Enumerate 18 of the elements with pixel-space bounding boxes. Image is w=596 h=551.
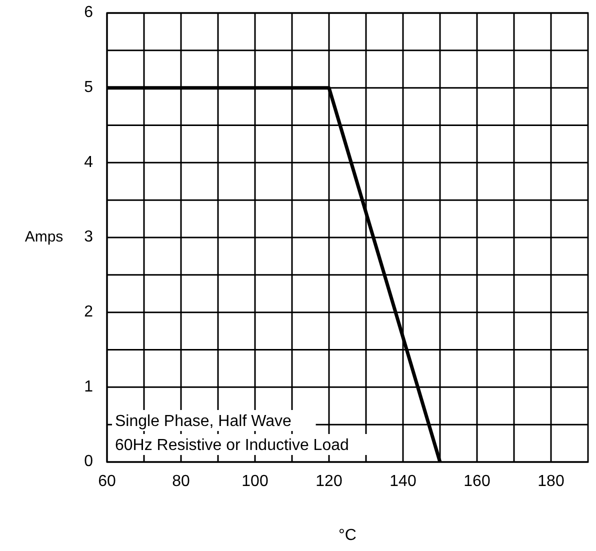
y-tick-label: 6 — [84, 4, 94, 22]
x-tick-label: 120 — [316, 473, 342, 490]
y-tick-label: 0 — [84, 453, 94, 470]
x-axis-title: °C — [338, 527, 356, 544]
x-tick-label: 60 — [98, 473, 116, 490]
y-tick-label: 5 — [84, 79, 94, 96]
y-tick-label: 1 — [84, 378, 94, 396]
x-tick-label: 100 — [242, 473, 268, 490]
y-tick-label: 2 — [84, 304, 94, 321]
annotation: Single Phase, Half Wave — [115, 413, 292, 430]
x-tick-label: 140 — [390, 473, 416, 490]
x-tick-label: 80 — [172, 473, 190, 490]
y-tick-label: 3 — [84, 228, 94, 246]
x-tick-label: 160 — [464, 473, 490, 490]
x-tick-label: 180 — [538, 473, 564, 490]
annotation: 60Hz Resistive or Inductive Load — [115, 437, 349, 454]
y-axis-title: Amps — [24, 228, 64, 246]
y-tick-label: 4 — [84, 154, 94, 171]
